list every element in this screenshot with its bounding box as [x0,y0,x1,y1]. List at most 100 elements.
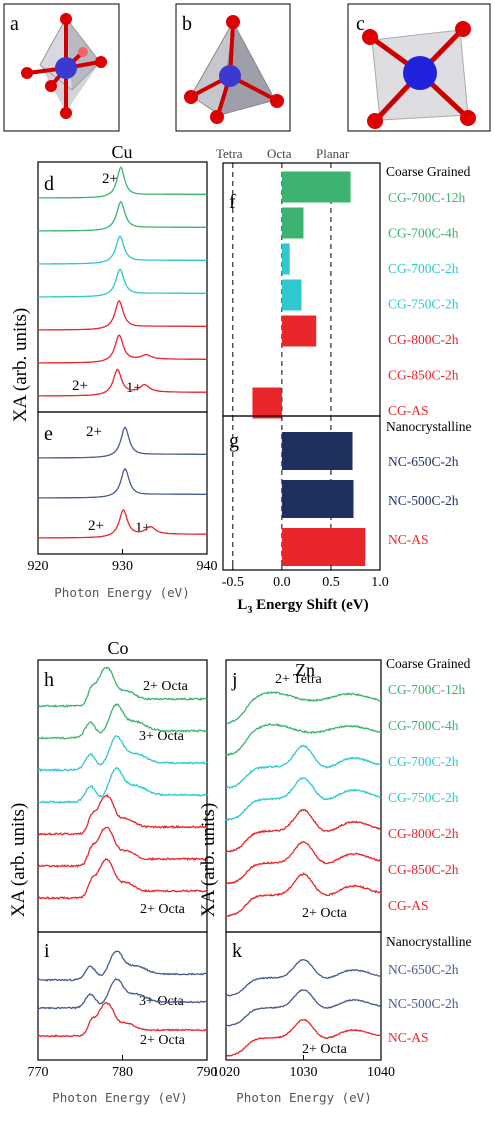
oxygen-atom [78,47,88,57]
shift-bar-nc-as [281,528,366,566]
x-tick-label: 0.0 [273,575,291,590]
shift-bar-cg-700c-4h [281,207,304,239]
oxygen-atom [226,15,240,29]
cu-x-axis: 920 930 940 [28,549,218,574]
panel-i-letter: i [44,940,50,962]
co-2plus-octa-bottom: 2+ Octa [140,902,186,917]
cu-x-axis-label: Photon Energy (eV) [54,585,189,600]
cation-atom [403,56,437,90]
oxygen-atom [60,107,72,119]
cg-group-label: Coarse Grained [386,164,471,179]
spectrum-line-nc-650c-2h [37,950,208,982]
panel-e-cu-nc-spectra: e 2+ 2+ 1+ [37,411,208,555]
shift-bar-cg-as [252,387,282,419]
cu-2plus-label-top: 2+ [102,171,118,187]
spectrum-line-cg-700c-12h [225,691,382,725]
oxygen-atom [21,67,33,79]
coord-label-octa: Octa [267,146,292,161]
panel-j-frame [225,659,382,933]
sample-label-nc-650c-2h: NC-650C-2h [388,454,459,469]
spectrum-line-cg-as [37,858,208,900]
sample-label-cg-700c-2h: CG-700C-2h [388,754,459,769]
spectrum-line-cg-as [225,872,382,918]
sample-label-cg-700c-12h: CG-700C-12h [388,682,465,697]
spectrum-line-nc-as [37,1001,208,1038]
spectrum-line-cg-700c-2h [38,235,207,265]
spectrum-line-cg-750c-2h [38,268,207,298]
co-title: Co [107,638,128,658]
x-tick-label: -0.5 [222,575,244,590]
zn-x-axis: 1020 1030 1040 [212,1055,395,1080]
oxygen-atom [460,110,476,126]
co-2plus-octa-top: 2+ Octa [143,679,189,694]
spectrum-line-cg-700c-4h [225,723,382,757]
panel-f-cg-shift-bars: Tetra Octa Planar f [216,146,381,419]
cu-nc-2plus-bottom: 2+ [88,518,104,534]
sample-label-cg-750c-2h: CG-750C-2h [388,297,459,312]
x-tick-label: 1.0 [371,575,389,590]
oxygen-atom [210,110,224,124]
spectrum-line-cg-750c-2h [37,766,208,804]
oxygen-atom [60,13,72,25]
panel-g-letter: g [229,430,239,452]
nc-group-label-lower: Nanocrystalline [386,934,471,949]
coord-label-planar: Planar [316,146,350,161]
shift-bar-cg-700c-12h [281,171,351,203]
shift-bar-cg-800c-2h [281,315,317,347]
cu-title: Cu [111,142,132,162]
spectrum-line-cg-700c-12h [38,166,207,199]
panel-g-frame [222,415,381,571]
spectrum-line-nc-500c-2h [38,977,208,1010]
sample-label-nc-as: NC-AS [388,532,429,547]
spectrum-line-nc-as [38,509,207,539]
spectrum-line-cg-850c-2h [225,840,382,885]
zn-x-axis-label: Photon Energy (eV) [236,1090,371,1105]
spectrum-line-cg-850c-2h [37,826,208,869]
cation-atom [55,57,77,79]
x-tick-label: 930 [112,559,133,574]
panel-k-frame [225,931,382,1061]
sample-label-nc-650c-2h: NC-650C-2h [388,962,459,977]
cu-1plus-label: 1+ [126,380,142,396]
x-tick-label: 790 [197,1065,218,1080]
sample-label-cg-700c-12h: CG-700C-12h [388,190,465,205]
x-tick-label: 0.5 [322,575,340,590]
panel-k-letter: k [232,940,242,962]
sample-label-nc-500c-2h: NC-500C-2h [388,493,459,508]
sample-label-cg-700c-4h: CG-700C-4h [388,718,459,733]
co-3plus-octa: 3+ Octa [139,729,185,744]
spectrum-line-cg-700c-2h [37,735,208,773]
zn-title: Zn [295,660,315,680]
panel-b-tetrahedron: b [175,3,291,132]
sample-label-nc-500c-2h: NC-500C-2h [388,996,459,1011]
cu-nc-1plus: 1+ [135,520,151,536]
panel-k-zn-nc-spectra: k 2+ Octa [225,931,382,1061]
spectrum-line-nc-650c-2h [225,958,382,997]
spectrum-line-cg-700c-4h [37,703,208,740]
zn-y-axis-label: XA (arb. units) [198,803,219,918]
spectrum-line-cg-700c-12h [37,666,208,708]
spectrum-line-cg-700c-2h [226,744,382,789]
oxygen-atom [95,56,107,68]
spectrum-line-cg-750c-2h [225,776,381,822]
panel-h-co-cg-spectra: h 2+ Octa 3+ Octa 2+ Octa [37,659,208,933]
spectrum-line-cg-850c-2h [38,334,207,364]
panel-c-square-planar: c [347,3,491,132]
sample-label-cg-700c-4h: CG-700C-4h [388,226,459,241]
spectrum-line-cg-800c-2h [38,299,207,331]
panel-d-cu-cg-spectra: d 2+ 2+ 1+ [37,161,208,413]
panel-j-zn-cg-spectra: j 2+ Tetra 2+ Octa [225,659,382,933]
cu-nc-2plus-top: 2+ [86,424,102,440]
panel-a-letter: a [10,13,19,35]
cg-group-label-lower: Coarse Grained [386,656,471,671]
sample-label-cg-800c-2h: CG-800C-2h [388,826,459,841]
sample-label-cg-as: CG-AS [388,898,429,913]
zn-2plus-tetra: 2+ Tetra [275,672,322,687]
shift-bar-cg-700c-2h [281,243,290,275]
panel-j-letter: j [231,669,238,691]
co-x-axis-label: Photon Energy (eV) [52,1090,187,1105]
spectrum-line-nc-as [225,1018,382,1057]
sample-label-cg-as: CG-AS [388,403,429,418]
panel-e-letter: e [44,423,53,445]
oxygen-atom [45,80,57,92]
